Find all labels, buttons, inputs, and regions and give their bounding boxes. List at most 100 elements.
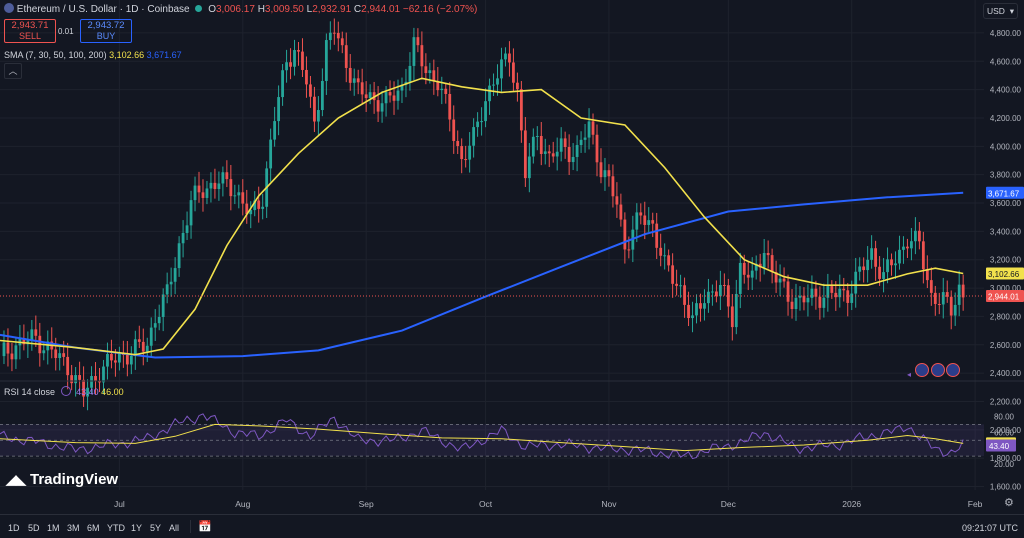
candle-body [118,353,121,363]
economic-events[interactable]: ◂ [907,363,961,382]
close-value: 2,944.01 [361,4,401,15]
candle-body [555,151,559,157]
y-tick-label: 2,000.00 [990,426,1022,435]
candle-body [945,292,949,297]
timeframe-5y[interactable]: 5Y [150,523,162,533]
buy-button[interactable]: 2,943.72 BUY [80,19,132,43]
candle-body [551,153,555,157]
candle-body [460,146,464,160]
collapse-legend-button[interactable]: ︿ [4,63,22,79]
candle-body [718,284,722,297]
candle-body [253,200,257,211]
candle-body [523,130,527,179]
candle-body [376,100,380,112]
candle-body [289,62,292,67]
candle-body [133,339,137,356]
y-tick-label: 3,600.00 [990,199,1022,208]
x-tick-label: Oct [479,499,493,509]
candle-body [500,59,503,79]
candle-body [213,182,217,189]
chart-canvas[interactable]: 4,800.00 4,600.00 4,400.00 4,200.00 4,000.00… [0,0,1024,515]
timeframe-6m[interactable]: 6M [87,523,100,533]
candle-body [786,281,790,302]
candle-body [611,176,615,197]
candle-body [667,255,671,266]
candle-body [309,84,312,97]
timeframe-ytd[interactable]: YTD [107,523,125,533]
sma-short-price-tag-bg [986,267,1024,280]
us-flag-icon[interactable] [915,363,930,377]
x-tick-label: Feb [968,499,983,509]
x-tick-label: Jul [114,499,125,509]
open-label: O [208,4,216,15]
timeframe-1y[interactable]: 1Y [131,523,143,533]
candle-body [810,288,814,298]
candle-body [591,121,595,135]
candle-body [738,262,742,294]
timeframe-5d[interactable]: 5D [28,523,40,533]
sma-legend[interactable]: SMA (7, 30, 50, 100, 200) 3,102.66 3,671… [4,50,182,60]
timeframe-1d[interactable]: 1D [8,523,20,533]
candle-body [317,110,320,122]
candle-body [707,291,710,304]
candle-body [448,94,452,120]
tradingview-logo[interactable]: ◢◣ TradingView [6,471,118,488]
candle-body [173,268,177,282]
candle-body [480,121,483,123]
y-tick-label: 3,000.00 [990,284,1022,293]
candle-body [273,121,277,140]
candle-body [695,303,698,316]
timeframe-3m[interactable]: 3M [67,523,80,533]
candle-body [643,215,647,225]
sma-short-price-tag: 3,102.66 [988,270,1020,279]
candle-body [722,284,726,286]
high-label: H [257,4,265,15]
calendar-icon[interactable]: 📅 [198,521,212,533]
candle-body [464,159,468,161]
candle-body [846,290,850,303]
candle-body [874,248,877,267]
candle-body [651,220,655,224]
candle-body [301,51,304,70]
candle-body [380,103,384,112]
candle-body [790,301,794,309]
candle-body [22,338,26,345]
candle-body [826,286,830,298]
us-flag-icon-2[interactable] [930,363,945,377]
candle-body [711,291,714,293]
rsi-ma-value: 46.00 [101,387,124,397]
candle-body [842,288,846,291]
rsi-legend[interactable]: RSI 14 close 43.40 46.00 [4,386,124,397]
currency-select[interactable]: USD [983,3,1018,19]
candle-body [364,94,368,99]
candle-body [531,136,535,157]
settings-gear-icon: ⚙ [1004,496,1014,509]
candle-body [798,295,802,298]
candle-body [400,84,404,91]
clock[interactable]: 09:21:07 UTC [961,523,1018,533]
candle-body [484,101,487,122]
candle-body [703,303,706,309]
timeframe-1m[interactable]: 1M [47,523,60,533]
candle-body [157,316,161,324]
candle-body [384,92,388,104]
timeframe-all[interactable]: All [169,523,180,533]
y-tick-label: 2,800.00 [990,312,1022,321]
low-label: L [306,4,313,15]
candle-body [619,204,623,220]
candle-body [683,285,686,305]
ethereum-icon [4,3,14,13]
candle-body [599,162,603,178]
sell-button[interactable]: 2,943.71 SELL [4,19,56,43]
candle-body [106,353,109,367]
candle-body [639,212,643,216]
candle-body [691,315,694,319]
sma-long-value: 3,671.67 [146,50,182,60]
candle-body [285,62,288,71]
sell-label: SELL [18,31,42,41]
candle-body [730,306,734,328]
candle-body [74,375,78,384]
candle-body [452,119,456,141]
us-flag-icon-3[interactable] [946,363,961,377]
symbol-title[interactable]: Ethereum / U.S. Dollar · 1D · Coinbase [16,4,190,15]
